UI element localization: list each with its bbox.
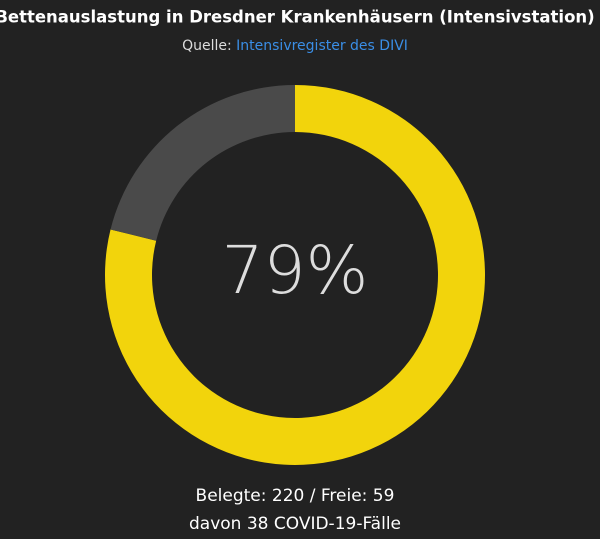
center-label: 79% xyxy=(222,232,369,309)
donut-segment xyxy=(110,85,295,241)
footer-line: Belegte: 220 / Freie: 59 xyxy=(196,486,395,506)
donut xyxy=(104,85,486,465)
chart-title: Bettenauslastung in Dresdner Krankenhäus… xyxy=(0,8,595,27)
source-link[interactable]: Intensivregister des DIVI xyxy=(236,38,408,54)
source-label: Quelle: xyxy=(182,38,232,54)
footer-line: davon 38 COVID-19-Fälle xyxy=(189,514,401,534)
subtitle: Quelle: Intensivregister des DIVI xyxy=(182,38,408,54)
